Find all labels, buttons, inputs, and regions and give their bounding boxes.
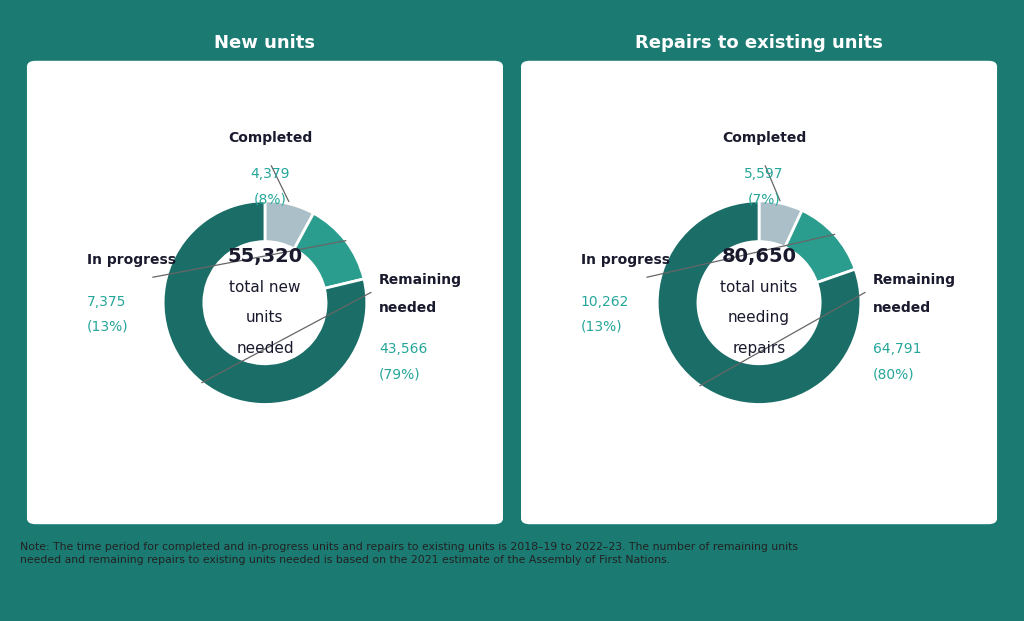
Text: 80,650: 80,650 xyxy=(722,247,797,266)
Text: (13%): (13%) xyxy=(581,320,623,334)
Text: Note: The time period for completed and in-progress units and repairs to existin: Note: The time period for completed and … xyxy=(20,542,799,565)
Text: (13%): (13%) xyxy=(87,320,128,334)
Text: total new: total new xyxy=(229,280,301,295)
Text: Remaining: Remaining xyxy=(379,273,462,288)
Text: 10,262: 10,262 xyxy=(581,294,629,309)
Text: New units: New units xyxy=(214,34,315,52)
Text: units: units xyxy=(246,310,284,325)
Text: (79%): (79%) xyxy=(379,368,421,382)
Text: 4,379: 4,379 xyxy=(250,167,290,181)
Text: needing: needing xyxy=(728,310,791,325)
Text: needed: needed xyxy=(237,341,294,356)
Text: (80%): (80%) xyxy=(873,368,914,382)
Text: Completed: Completed xyxy=(722,131,806,145)
Wedge shape xyxy=(784,211,855,283)
Text: needed: needed xyxy=(873,301,931,315)
Text: repairs: repairs xyxy=(732,341,785,356)
Text: 5,597: 5,597 xyxy=(744,167,784,181)
Wedge shape xyxy=(657,201,861,404)
Text: Completed: Completed xyxy=(228,131,312,145)
Wedge shape xyxy=(294,213,364,288)
Text: (8%): (8%) xyxy=(254,193,287,207)
Text: total units: total units xyxy=(720,280,798,295)
Wedge shape xyxy=(265,201,313,249)
Text: 64,791: 64,791 xyxy=(873,342,922,356)
Text: Remaining: Remaining xyxy=(873,273,956,288)
Wedge shape xyxy=(759,201,802,247)
Wedge shape xyxy=(163,201,367,404)
Text: 43,566: 43,566 xyxy=(379,342,427,356)
Text: 55,320: 55,320 xyxy=(227,247,302,266)
Text: 7,375: 7,375 xyxy=(87,294,126,309)
Text: In progress: In progress xyxy=(581,253,670,267)
Text: (7%): (7%) xyxy=(748,193,780,207)
Text: In progress: In progress xyxy=(87,253,176,267)
Text: Repairs to existing units: Repairs to existing units xyxy=(635,34,883,52)
Text: needed: needed xyxy=(379,301,437,315)
